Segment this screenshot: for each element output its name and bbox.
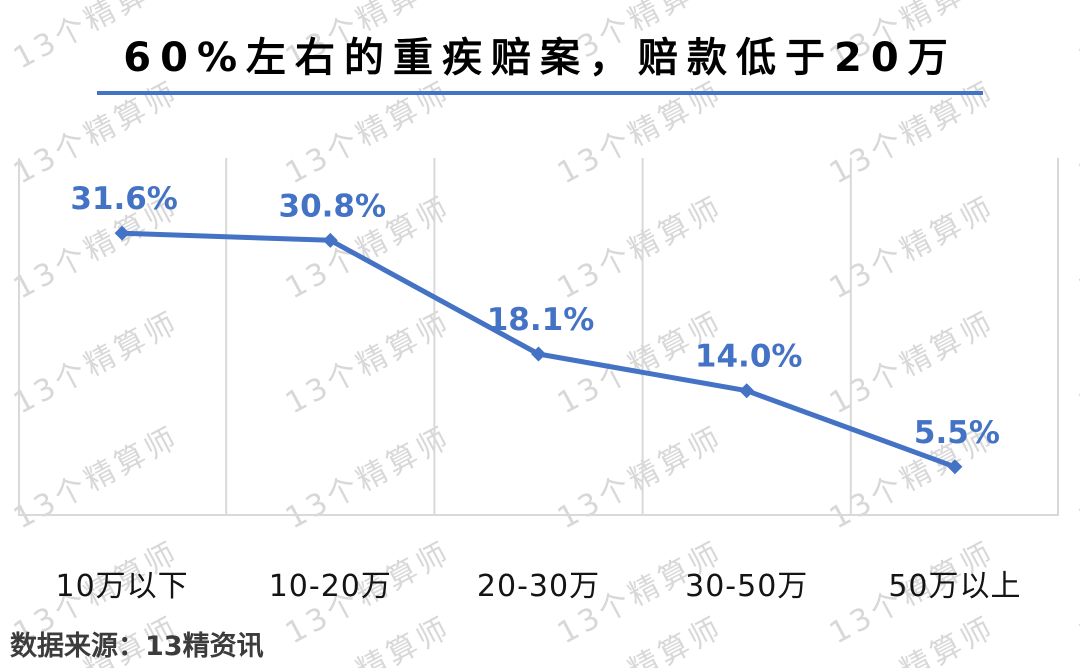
x-axis-label-4: 30-50万 <box>685 569 809 604</box>
data-point-marker <box>322 232 338 248</box>
x-axis-label-5: 50万以上 <box>888 569 1022 604</box>
data-point-marker <box>947 459 963 475</box>
data-point-label: 18.1% <box>487 302 595 338</box>
x-axis-label-1: 10万以下 <box>55 569 189 604</box>
watermark-text: 13个精算师 <box>1072 419 1080 537</box>
watermark-text: 13个精算师 <box>1072 189 1080 307</box>
data-point-marker <box>739 383 755 399</box>
watermark-text: 13个精算师 <box>276 603 458 668</box>
title-underline-rule <box>97 91 983 95</box>
data-point-marker <box>531 346 546 362</box>
watermark-text: 13个精算师 <box>548 603 730 668</box>
data-point-marker <box>114 225 130 241</box>
x-axis-label-3: 20-30万 <box>476 569 601 604</box>
data-source-note: 数据来源：13精资讯 <box>10 631 264 662</box>
line-chart-plot: 31.6% 30.8% 18.1% 14.0% 5.5% <box>18 158 1059 516</box>
x-axis-labels: 10万以下 10-20万 20-30万 30-50万 50万以上 <box>18 561 1059 605</box>
watermark-text: 13个精算师 <box>1069 603 1080 668</box>
x-axis-label-2: 10-20万 <box>268 569 392 604</box>
watermark-text: 13个精算师 <box>1072 304 1080 422</box>
watermark-text: 13个精算师 <box>1072 534 1080 652</box>
data-point-label: 31.6% <box>70 181 178 217</box>
data-point-label: 5.5% <box>914 415 1000 451</box>
watermark-text: 13个精算师 <box>1072 74 1080 192</box>
data-point-label: 30.8% <box>279 188 387 224</box>
watermark-text: 13个精算师 <box>820 603 1002 668</box>
data-point-label: 14.0% <box>695 339 803 375</box>
chart-title: 60%左右的重疾赔案，赔款低于20万 <box>123 35 957 81</box>
